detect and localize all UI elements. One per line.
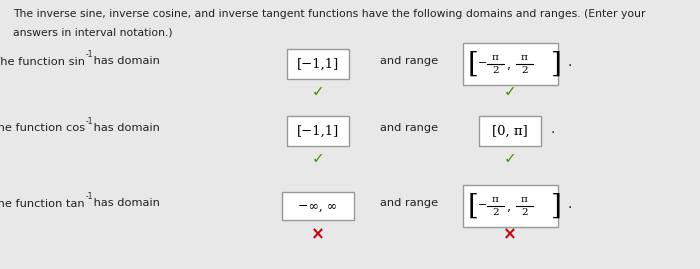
Text: ✓: ✓ (312, 84, 324, 100)
Bar (282, 192, 354, 220)
Bar (287, 116, 349, 146)
Text: ×: × (503, 225, 517, 243)
Text: π: π (492, 195, 499, 204)
Text: 2: 2 (492, 208, 499, 217)
Text: ]: ] (550, 193, 561, 220)
Text: 2: 2 (522, 208, 528, 217)
Bar (463, 185, 557, 227)
Text: π: π (521, 195, 528, 204)
Text: ,: , (507, 59, 510, 73)
Text: (b) The function cos: (b) The function cos (0, 123, 85, 133)
Text: has domain: has domain (90, 56, 160, 66)
Text: The inverse sine, inverse cosine, and inverse tangent functions have the followi: The inverse sine, inverse cosine, and in… (13, 9, 645, 19)
Text: and range: and range (380, 123, 438, 133)
Text: ✓: ✓ (312, 151, 324, 167)
Text: -1: -1 (85, 117, 93, 126)
Text: −∞, ∞: −∞, ∞ (298, 200, 337, 213)
Bar (287, 49, 349, 79)
Text: ]: ] (550, 51, 561, 77)
Text: and range: and range (380, 56, 438, 66)
Text: -1: -1 (85, 192, 93, 201)
Text: [: [ (468, 193, 478, 220)
Text: (c) The function tan: (c) The function tan (0, 198, 85, 208)
Text: (a) The function sin: (a) The function sin (0, 56, 85, 66)
Text: ×: × (311, 225, 325, 243)
Bar (479, 116, 541, 146)
Text: .: . (567, 197, 572, 211)
Text: has domain: has domain (90, 123, 160, 133)
Text: and range: and range (380, 198, 438, 208)
Text: π: π (521, 53, 528, 62)
Text: [−1,1]: [−1,1] (297, 58, 339, 70)
Text: .: . (551, 122, 555, 136)
Text: −: − (478, 200, 487, 210)
Text: ✓: ✓ (503, 151, 517, 167)
Text: has domain: has domain (90, 198, 160, 208)
Text: 2: 2 (492, 66, 499, 75)
Bar (463, 43, 557, 85)
Text: answers in interval notation.): answers in interval notation.) (13, 28, 173, 38)
Text: .: . (567, 55, 572, 69)
Text: -1: -1 (85, 50, 93, 59)
Text: [: [ (468, 51, 478, 77)
Text: [−1,1]: [−1,1] (297, 125, 339, 137)
Text: [0, π]: [0, π] (492, 125, 528, 137)
Text: π: π (492, 53, 499, 62)
Text: ,: , (507, 201, 510, 214)
Text: −: − (478, 58, 487, 68)
Text: ✓: ✓ (503, 84, 517, 100)
Text: 2: 2 (522, 66, 528, 75)
